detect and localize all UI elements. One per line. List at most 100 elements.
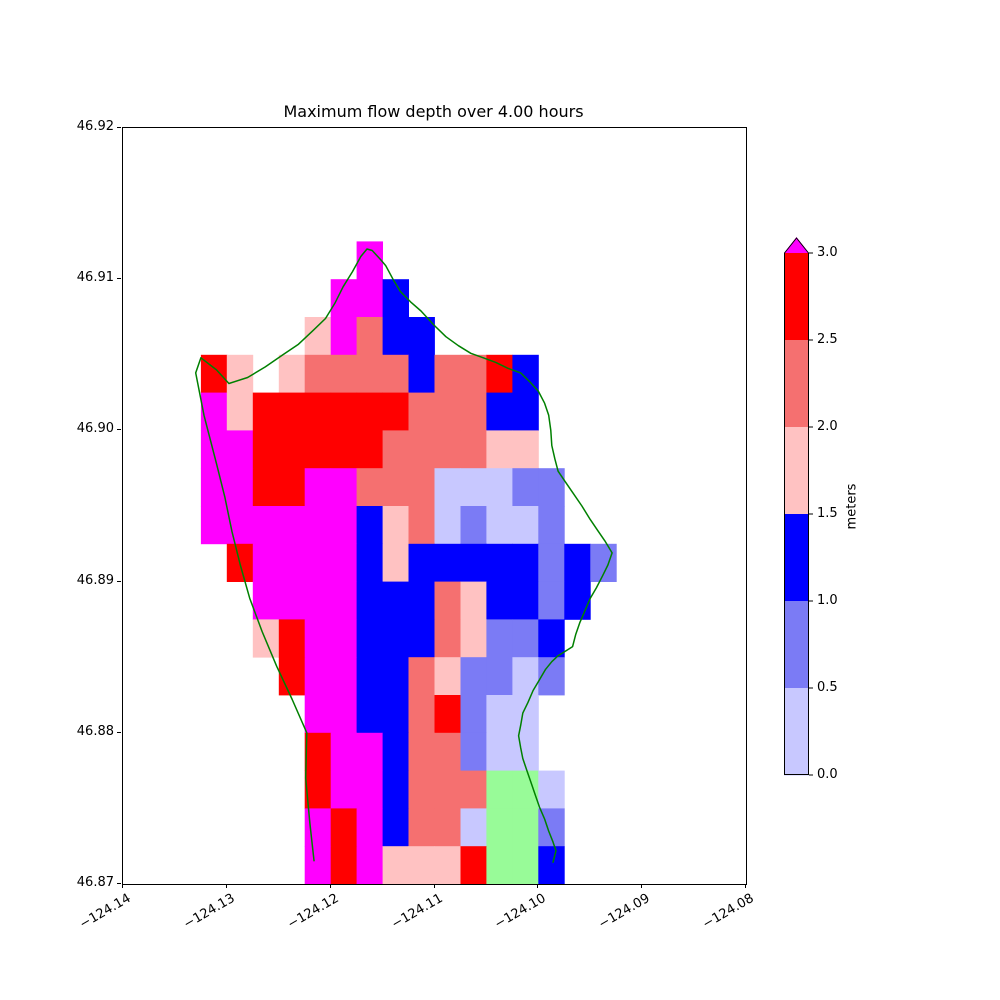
heatmap-cell	[382, 732, 409, 771]
heatmap-cell	[252, 392, 280, 431]
heatmap-cell	[356, 279, 383, 318]
heatmap-cell	[382, 846, 409, 884]
heatmap-cell	[434, 846, 461, 884]
x-tick-mark	[226, 884, 227, 888]
heatmap-cell	[304, 354, 332, 393]
chart-title: Maximum flow depth over 4.00 hours	[283, 102, 584, 121]
heatmap-cell	[408, 317, 435, 356]
heatmap-cell	[356, 846, 383, 884]
heatmap-cell	[304, 846, 332, 884]
heatmap-canvas	[194, 241, 617, 884]
heatmap-cell	[278, 392, 306, 431]
heatmap-cell	[356, 770, 383, 809]
heatmap-cell	[278, 506, 306, 545]
heatmap-cell	[304, 770, 332, 809]
heatmap-cell	[330, 732, 358, 771]
heatmap-cell	[512, 543, 539, 582]
heatmap-cell	[460, 732, 487, 771]
heatmap-cell	[408, 506, 435, 545]
heatmap-cell	[226, 392, 254, 431]
colorbar	[784, 237, 814, 781]
heatmap-cell	[434, 581, 461, 620]
heatmap-cell	[356, 619, 383, 658]
colorbar-label: meters	[844, 483, 860, 530]
heatmap-cell	[382, 770, 409, 809]
heatmap-cell	[330, 468, 358, 507]
heatmap-cell	[408, 468, 435, 507]
heatmap-cell	[356, 732, 383, 771]
x-tick-label: −124.09	[596, 891, 653, 933]
heatmap-cell	[512, 770, 539, 809]
heatmap-cell	[538, 581, 565, 620]
x-tick-mark	[434, 884, 435, 888]
heatmap-cell	[304, 430, 332, 469]
x-tick-label: −124.11	[389, 891, 446, 933]
heatmap-cell	[356, 808, 383, 847]
x-tick-label: −124.14	[77, 891, 134, 933]
heatmap-cell	[330, 770, 358, 809]
heatmap-cell	[434, 657, 461, 696]
heatmap-cell	[460, 770, 487, 809]
heatmap-cell	[564, 543, 591, 582]
heatmap-cell	[356, 317, 383, 356]
heatmap-cell	[538, 543, 565, 582]
x-tick-mark	[537, 884, 538, 888]
heatmap-cell	[538, 506, 565, 545]
heatmap-cell	[304, 732, 332, 771]
colorbar-tick-label: 2.0	[817, 419, 838, 434]
heatmap-cell	[486, 695, 513, 734]
colorbar-tick-label: 3.0	[817, 245, 838, 260]
heatmap-cell	[382, 354, 409, 393]
heatmap-cell	[252, 581, 280, 620]
heatmap-cell	[486, 543, 513, 582]
heatmap-cell	[486, 506, 513, 545]
heatmap-cell	[512, 581, 539, 620]
heatmap-cell	[434, 732, 461, 771]
heatmap-cell	[434, 506, 461, 545]
heatmap-cell	[486, 770, 513, 809]
y-tick-mark	[117, 732, 121, 733]
heatmap-cell	[538, 770, 565, 809]
colorbar-tick-label: 1.0	[817, 593, 838, 608]
heatmap-cell	[304, 392, 332, 431]
heatmap-cell	[590, 543, 617, 582]
x-tick-label: −124.12	[285, 891, 342, 933]
y-tick-label: 46.87	[76, 875, 114, 890]
x-tick-label: −124.10	[492, 891, 549, 933]
heatmap-cell	[200, 392, 228, 431]
y-tick-mark	[117, 429, 121, 430]
heatmap-cell	[200, 468, 228, 507]
heatmap-cell	[408, 732, 435, 771]
heatmap-cell	[304, 581, 332, 620]
heatmap-cell	[408, 657, 435, 696]
heatmap-cell	[330, 543, 358, 582]
heatmap-cell	[486, 808, 513, 847]
heatmap-cell	[356, 657, 383, 696]
heatmap-cell	[460, 392, 487, 431]
heatmap-cell	[356, 543, 383, 582]
heatmap-cell	[486, 430, 513, 469]
heatmap-cell	[460, 808, 487, 847]
heatmap-cell	[330, 430, 358, 469]
heatmap-cell	[278, 543, 306, 582]
heatmap-cell	[252, 506, 280, 545]
heatmap-cell	[408, 430, 435, 469]
heatmap-cell	[460, 506, 487, 545]
heatmap-cell	[408, 770, 435, 809]
heatmap-cell	[460, 354, 487, 393]
y-tick-mark	[117, 883, 121, 884]
heatmap-cell	[278, 581, 306, 620]
heatmap-cell	[460, 468, 487, 507]
heatmap-cell	[512, 468, 539, 507]
heatmap-cell	[486, 468, 513, 507]
y-tick-label: 46.88	[76, 724, 114, 739]
heatmap-cell	[486, 657, 513, 696]
heatmap-cell	[460, 430, 487, 469]
heatmap-cell	[330, 657, 358, 696]
heatmap-cell	[200, 430, 228, 469]
heatmap-cell	[486, 619, 513, 658]
heatmap-cell	[356, 430, 383, 469]
plot-area	[122, 127, 747, 885]
heatmap-cell	[408, 808, 435, 847]
